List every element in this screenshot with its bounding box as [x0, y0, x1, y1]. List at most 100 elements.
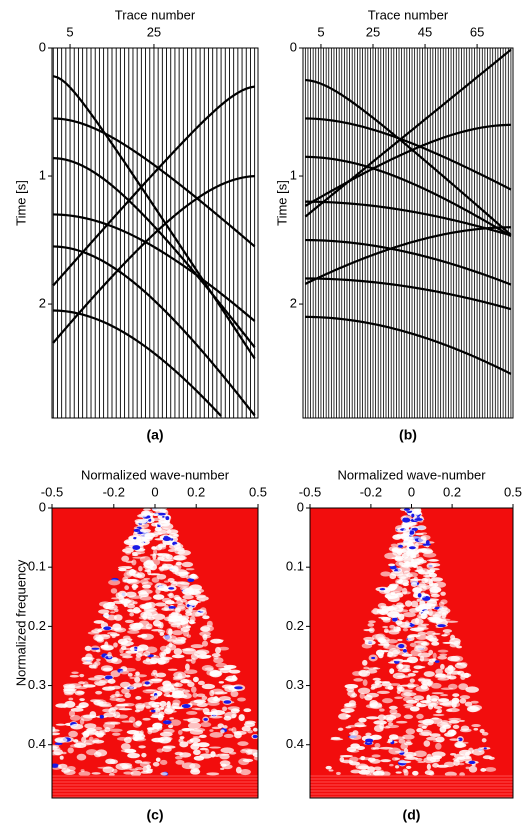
speckle: [135, 767, 143, 771]
speckle-blue: [379, 588, 386, 591]
speckle: [388, 705, 398, 710]
speckle: [402, 667, 409, 671]
speckle: [384, 630, 391, 633]
speckle: [373, 720, 387, 725]
speckle: [113, 642, 118, 648]
y-axis-title: Normalized frequency: [13, 559, 28, 686]
speckle: [352, 730, 359, 736]
speckle-blue: [425, 540, 430, 545]
speckle: [135, 550, 146, 555]
speckle: [435, 668, 443, 675]
y-tick-label: 0.2: [286, 618, 304, 633]
speckle: [179, 571, 189, 579]
speckle-blue: [411, 513, 415, 518]
speckle: [181, 561, 194, 568]
speckle: [111, 693, 124, 697]
speckle: [426, 563, 437, 568]
speckle: [382, 698, 393, 704]
speckle: [110, 588, 118, 594]
speckle: [110, 611, 116, 614]
speckle: [118, 595, 124, 602]
speckle: [222, 725, 228, 729]
speckle: [173, 648, 183, 655]
speckle: [111, 634, 116, 639]
speckle: [62, 704, 68, 709]
speckle: [346, 687, 355, 693]
speckle-blue: [91, 647, 100, 650]
speckle: [121, 688, 130, 695]
speckle: [458, 683, 469, 690]
caption: (a): [146, 427, 163, 443]
speckle-blue: [167, 606, 177, 609]
speckle: [111, 685, 122, 690]
speckle-blue: [417, 593, 422, 598]
speckle: [119, 647, 124, 654]
speckle: [406, 765, 412, 770]
speckle: [421, 725, 427, 729]
x-tick-label: -0.2: [103, 484, 125, 499]
speckle: [168, 602, 178, 605]
speckle-blue: [203, 717, 208, 721]
speckle: [132, 539, 142, 543]
speckle: [162, 563, 174, 569]
speckle: [190, 686, 197, 693]
speckle: [133, 682, 143, 688]
speckle: [415, 685, 430, 692]
speckle: [225, 675, 238, 682]
speckle: [81, 656, 94, 663]
speckle: [155, 757, 161, 762]
speckle: [465, 686, 479, 693]
speckle: [363, 628, 374, 632]
speckle: [459, 698, 467, 704]
speckle: [371, 634, 384, 640]
speckle: [392, 672, 406, 680]
speckle: [441, 634, 448, 637]
speckle: [54, 737, 68, 743]
speckle: [169, 717, 174, 720]
speckle: [391, 736, 406, 740]
speckle: [351, 693, 358, 698]
y-tick-label: 0.3: [28, 677, 46, 692]
speckle: [185, 710, 198, 715]
speckle: [379, 638, 386, 644]
speckle: [142, 584, 152, 589]
speckle: [154, 526, 162, 532]
speckle: [395, 592, 404, 598]
speckle: [124, 692, 131, 699]
speckle: [430, 593, 440, 598]
speckle: [419, 600, 426, 607]
y-tick-label: 0.2: [28, 618, 46, 633]
speckle: [55, 723, 66, 726]
speckle: [187, 717, 201, 724]
speckle: [398, 562, 404, 566]
event: [52, 175, 255, 344]
event: [53, 245, 256, 417]
speckle: [246, 749, 258, 755]
speckle-blue: [133, 536, 137, 540]
speckle: [53, 748, 63, 756]
speckle: [378, 608, 389, 616]
speckle: [481, 731, 489, 736]
speckle: [69, 674, 80, 678]
speckle: [201, 640, 209, 647]
speckle: [364, 694, 373, 701]
y-tick-label: 2: [39, 295, 46, 310]
speckle: [231, 713, 237, 719]
speckle: [468, 765, 478, 773]
speckle: [174, 596, 182, 601]
speckle: [395, 771, 402, 774]
x-tick-label: -0.2: [360, 484, 382, 499]
speckle: [362, 679, 368, 686]
y-tick-label: 0.3: [286, 677, 304, 692]
speckle: [336, 771, 341, 775]
speckle: [403, 538, 413, 545]
speckle: [426, 736, 438, 741]
speckle-blue: [157, 512, 166, 516]
speckle: [377, 690, 390, 695]
speckle-blue: [391, 617, 398, 622]
speckle-blue: [252, 734, 258, 739]
speckle: [125, 551, 132, 555]
speckle: [168, 532, 179, 539]
speckle: [137, 519, 148, 524]
speckle: [380, 771, 391, 777]
